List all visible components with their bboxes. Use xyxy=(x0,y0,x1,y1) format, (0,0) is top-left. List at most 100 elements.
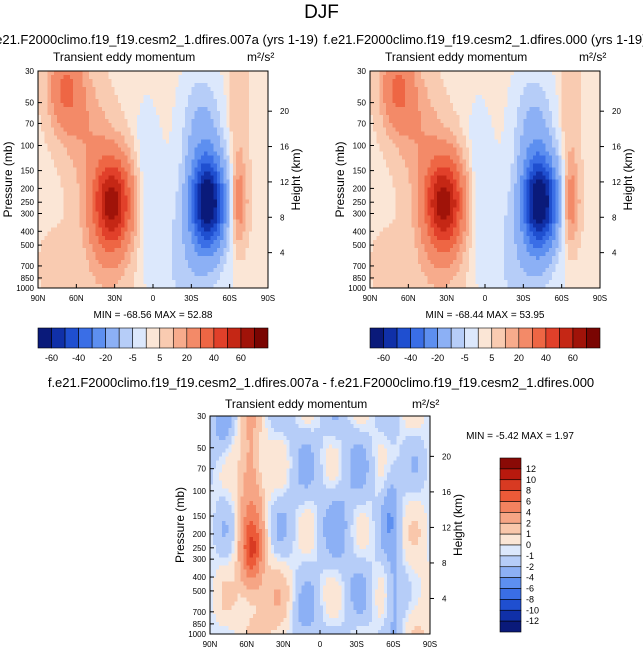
heatmap-cell xyxy=(191,107,196,112)
heatmap-cell xyxy=(456,99,461,104)
heatmap-cell xyxy=(117,219,122,225)
heatmap-cell xyxy=(121,87,125,92)
heatmap-cell xyxy=(85,251,90,257)
heatmap-cell xyxy=(111,147,116,152)
heatmap-cell xyxy=(133,131,138,136)
heatmap-cell xyxy=(520,71,524,76)
heatmap-cell xyxy=(114,139,119,144)
heatmap-cell xyxy=(153,259,157,265)
heatmap-cell xyxy=(440,107,445,112)
heatmap-cell xyxy=(207,199,212,205)
heatmap-cell xyxy=(95,223,100,229)
heatmap-cell xyxy=(92,207,97,213)
heatmap-cell xyxy=(555,99,560,104)
heatmap-cell xyxy=(66,131,71,136)
heatmap-cell xyxy=(149,191,154,197)
heatmap-cell xyxy=(156,247,160,253)
heatmap-cell xyxy=(143,235,148,241)
heatmap-cell xyxy=(60,271,65,277)
heatmap-cell xyxy=(168,95,173,100)
heatmap-cell xyxy=(69,211,74,217)
heatmap-cell xyxy=(127,147,132,152)
heatmap-cell xyxy=(242,235,247,241)
heatmap-cell xyxy=(127,283,132,289)
heatmap-cell xyxy=(38,131,42,136)
heatmap-cell xyxy=(184,239,189,245)
heatmap-cell xyxy=(220,279,224,285)
heatmap-cell xyxy=(73,211,77,217)
heatmap-cell xyxy=(236,127,240,132)
heatmap-cell xyxy=(172,79,176,84)
heatmap-cell xyxy=(89,147,93,152)
heatmap-cell xyxy=(172,239,176,245)
heatmap-cell xyxy=(41,207,45,213)
heatmap-cell xyxy=(111,179,116,185)
heatmap-cell xyxy=(79,263,84,269)
heatmap-cell xyxy=(111,203,116,209)
heatmap-cell xyxy=(105,183,109,189)
heatmap-cell xyxy=(85,115,90,120)
heatmap-cell xyxy=(121,259,125,265)
heatmap-cell xyxy=(191,195,196,201)
heatmap-cell xyxy=(137,199,141,205)
heatmap-cell xyxy=(168,163,173,169)
heatmap-cell xyxy=(38,91,42,96)
heatmap-cell xyxy=(159,131,164,136)
heatmap-cell xyxy=(130,167,135,173)
heatmap-cell xyxy=(153,111,157,116)
heatmap-cell xyxy=(258,79,263,84)
heatmap-cell xyxy=(220,243,224,249)
heatmap-cell xyxy=(175,187,180,193)
heatmap-cell xyxy=(69,107,74,112)
heatmap-cell xyxy=(223,107,228,112)
heatmap-cell xyxy=(69,239,74,245)
heatmap-cell xyxy=(85,159,90,165)
heatmap-cell xyxy=(92,263,97,269)
heatmap-cell xyxy=(53,143,58,148)
heatmap-cell xyxy=(79,75,84,80)
heatmap-cell xyxy=(111,247,116,253)
heatmap-cell xyxy=(261,243,266,249)
heatmap-cell xyxy=(156,219,160,225)
heatmap-cell xyxy=(162,251,167,257)
heatmap-cell xyxy=(172,111,176,116)
heatmap-cell xyxy=(261,271,266,277)
heatmap-cell xyxy=(146,231,151,237)
heatmap-cell xyxy=(137,211,141,217)
heatmap-cell xyxy=(162,207,167,213)
heatmap-cell xyxy=(427,107,432,112)
heatmap-cell xyxy=(184,115,189,120)
heatmap-cell xyxy=(229,135,234,140)
heatmap-cell xyxy=(178,283,183,289)
heatmap-cell xyxy=(105,247,109,253)
heatmap-cell xyxy=(137,223,141,229)
heatmap-cell xyxy=(38,255,42,261)
heatmap-cell xyxy=(389,91,393,96)
heatmap-cell xyxy=(124,227,129,233)
heatmap-cell xyxy=(73,103,77,108)
heatmap-cell xyxy=(149,227,154,233)
heatmap-cell xyxy=(191,143,196,148)
heatmap-cell xyxy=(252,223,256,229)
heatmap-cell xyxy=(69,219,74,225)
heatmap-cell xyxy=(127,231,132,237)
heatmap-cell xyxy=(95,163,100,169)
heatmap-cell xyxy=(248,235,253,241)
heatmap-cell xyxy=(207,95,212,100)
heatmap-cell xyxy=(258,127,263,132)
heatmap-cell xyxy=(73,147,77,152)
heatmap-cell xyxy=(258,283,263,289)
heatmap-cell xyxy=(261,239,266,245)
heatmap-cell xyxy=(133,123,138,128)
heatmap-cell xyxy=(143,255,148,261)
heatmap-cell xyxy=(168,275,173,281)
heatmap-cell xyxy=(156,183,160,189)
heatmap-cell xyxy=(584,107,588,112)
heatmap-cell xyxy=(127,267,132,273)
heatmap-cell xyxy=(258,219,263,225)
heatmap-cell xyxy=(101,235,106,241)
heatmap-cell xyxy=(101,103,106,108)
heatmap-cell xyxy=(417,75,422,80)
heatmap-cell xyxy=(558,103,563,108)
heatmap-cell xyxy=(82,223,87,229)
